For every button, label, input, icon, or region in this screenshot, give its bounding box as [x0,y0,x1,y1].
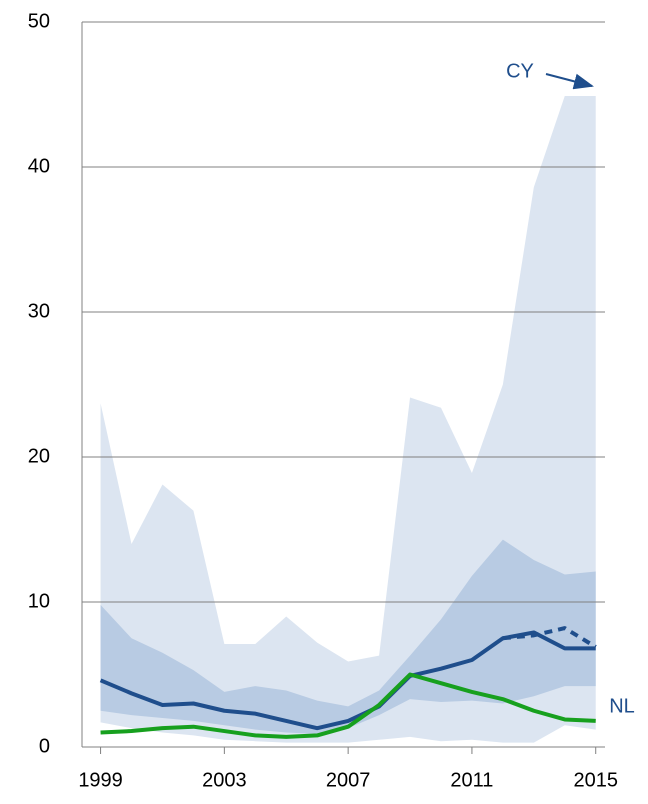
annotation: CY [506,60,534,82]
band [100,539,596,734]
y-tick-label: 20 [28,445,50,467]
x-tick-label: 2003 [202,769,247,791]
annotation-arrow [545,73,594,90]
y-tick-label: 30 [28,300,50,322]
x-tick-label: 2007 [326,769,371,791]
line [99,630,596,731]
x-tick-label: 1999 [78,769,123,791]
line [100,672,596,739]
y-tick-label: 40 [28,155,50,177]
x-tick-label: 2015 [573,769,618,791]
y-tick-label: 50 [28,10,50,32]
y-tick-label: 10 [28,590,50,612]
y-tick-label: 0 [39,735,50,757]
plot: 0 10 20 30 40 50 1999 2003 2007 2011 2015 [28,10,618,791]
x-tick-label: 2011 [450,769,493,791]
annotation: NL [609,695,635,717]
